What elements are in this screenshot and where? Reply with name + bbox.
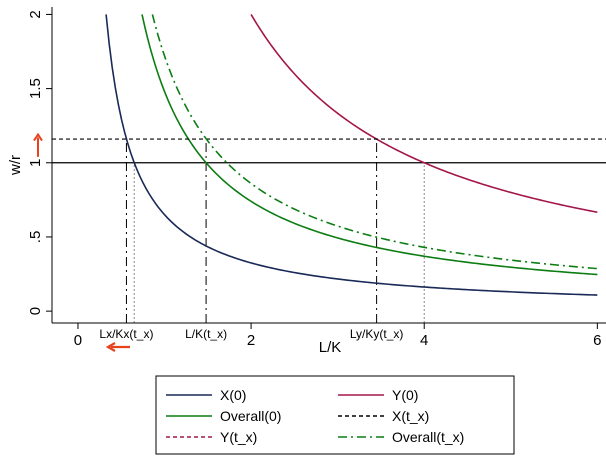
y-tick-label: 2 <box>27 10 44 18</box>
series-line-x-0- <box>105 14 598 296</box>
legend-box <box>155 375 515 455</box>
series-line-y-0- <box>250 14 598 214</box>
legend-label: X(t_x) <box>392 408 429 424</box>
y-tick-label: 1 <box>27 159 44 167</box>
y-tick-label: .5 <box>27 231 44 244</box>
x-tick-label: 6 <box>593 332 601 349</box>
plot-clip-group <box>52 14 606 323</box>
left-arrow-head-icon <box>105 342 116 352</box>
legend: X(0) Y(0) Overall(0) X(t_x) Y(t_x) Overall(t_… <box>155 375 515 455</box>
legend-label: Overall(t_x) <box>392 429 464 445</box>
legend-label: Y(t_x) <box>220 429 257 445</box>
series-line-overall-t-x- <box>151 14 598 270</box>
series-line-overall-0- <box>141 14 598 276</box>
x-tick-label: 0 <box>74 332 82 349</box>
y-tick-label: 0 <box>27 307 44 315</box>
x-axis-title: L/K <box>319 339 342 356</box>
annotation-label: L/K(t_x) <box>185 327 227 341</box>
up-arrow-head-icon <box>33 132 43 142</box>
legend-label: Y(0) <box>392 387 418 403</box>
axes: 0 2 4 6 0 .5 1 1.5 2 Lx/Kx(t_x) L/K(t_x) Ly/Ky(t_x) <box>27 7 606 352</box>
plot-area <box>52 14 606 323</box>
annotation-label: Lx/Kx(t_x) <box>99 327 153 341</box>
annotation-label: Ly/Ky(t_x) <box>350 327 404 341</box>
x-tick-label: 2 <box>247 332 255 349</box>
y-axis-title: w/r <box>7 155 24 176</box>
legend-label: X(0) <box>220 387 246 403</box>
y-tick-label: 1.5 <box>27 78 44 99</box>
x-tick-label: 4 <box>420 332 428 349</box>
legend-label: Overall(0) <box>220 408 281 424</box>
